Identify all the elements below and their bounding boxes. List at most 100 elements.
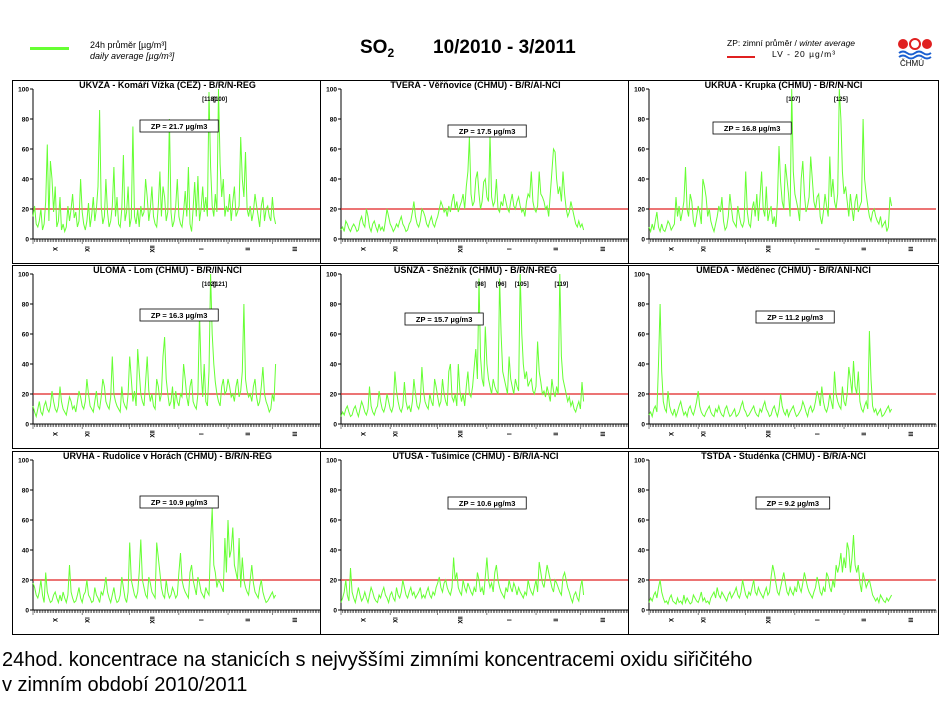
y-tick-label: 80 [638,488,646,495]
y-tick-label: 100 [18,272,29,279]
x-month-label: XII [458,430,464,438]
zp-box [404,312,484,326]
chart-svg: UKRUA - Krupka (ČHMÚ) - B/R/N-NCI 0 20 40 60… [628,80,939,264]
x-month-label: X [670,432,676,436]
chart-title: UTUSA - Tušimice (ČHMÚ) - B/R/IA-NCI [393,451,559,461]
x-month-label: XII [766,430,772,438]
chart-umeda: UMEDA - Měděnec (ČHMÚ) - B/R/ANI-NCI 0 20 4… [628,265,939,449]
clipped-value-label: [98] [475,282,486,288]
y-tick-label: 100 [634,458,645,465]
chart-svg: USNZA - Sněžník (ČHMÚ) - B/R/N-REG 0 20 40 6… [320,265,631,449]
x-month-label: III [601,246,607,251]
x-month-label: I [815,248,821,250]
x-month-label: X [362,247,368,251]
chart-utusa: UTUSA - Tušimice (ČHMÚ) - B/R/IA-NCI 0 20 4… [320,451,631,635]
y-tick-label: 80 [330,117,338,124]
chart-frame [628,80,939,264]
zp-box [139,308,219,322]
series-line [648,88,893,234]
title-main: SO [360,37,388,58]
y-tick-label: 100 [18,87,29,94]
x-month-label: X [670,618,676,622]
chart-tvera: TVERA - Věřňovice (ČHMÚ) - B/R/AI-NCI 0 20… [320,80,631,264]
clipped-value-label: [107] [786,97,800,103]
x-month-label: I [507,433,513,435]
x-month-label: II [246,618,252,622]
x-month-label: XI [701,617,707,623]
clipped-value-label: [121] [213,282,227,288]
title-subscript: 2 [387,46,395,60]
x-month-label: I [199,619,205,621]
chart-frame [628,265,939,449]
zp-annotation: ZP = 11.2 µg/m3 [767,313,823,322]
zp-annotation: ZP = 10.6 µg/m3 [459,499,516,508]
x-month-label: XI [701,431,707,437]
chart-title: USNZA - Sněžník (ČHMÚ) - B/R/N-REG [394,265,557,275]
y-tick-label: 100 [326,272,337,279]
x-month-label: III [909,246,915,251]
clipped-value-label: [105] [515,282,529,288]
clipped-value-label: [118] [202,97,216,103]
x-month-label: XI [85,617,91,623]
x-month-label: II [862,432,868,436]
y-tick-label: 40 [330,177,338,184]
x-month-label: I [815,619,821,621]
x-month-label: III [293,617,299,622]
legend-daily-average: 24h průměr [µg/m³] daily average [µg/m³] [30,38,230,68]
chart-tstda: TSTDA - Studénka (ČHMÚ) - B/R/A-NCI 0 20 40… [628,451,939,635]
y-tick-label: 0 [25,237,29,244]
zp-box [755,496,831,510]
chart-ukrua: UKRUA - Krupka (ČHMÚ) - B/R/N-NCI 0 20 40 60… [628,80,939,264]
chmu-logo-icon [898,38,932,60]
zp-box [712,121,792,135]
y-tick-label: 60 [638,518,646,525]
series-line [32,273,277,419]
chart-frame [628,451,939,635]
zp-annotation: ZP = 17.5 µg/m3 [459,127,516,136]
legend-winter-average: ZP: zimní průměr / winter average LV - 2… [727,38,897,68]
legend-daily-en: daily average [µg/m³] [90,51,175,61]
x-month-label: II [554,247,560,251]
logo-text: ČHMÚ [900,59,924,68]
y-tick-label: 40 [330,362,338,369]
series-line [340,557,585,605]
y-tick-label: 40 [330,548,338,555]
series-line [340,273,585,419]
legend-red-line [727,56,755,58]
y-tick-label: 80 [22,302,30,309]
chart-title: UMEDA - Měděnec (ČHMÚ) - B/R/ANI-NCI [696,265,871,275]
chart-frame [12,451,323,635]
x-month-label: XI [393,431,399,437]
x-month-label: X [54,618,60,622]
x-month-label: XI [393,617,399,623]
y-tick-label: 60 [22,332,30,339]
y-tick-label: 40 [22,362,30,369]
y-tick-label: 60 [638,332,646,339]
y-tick-label: 80 [638,302,646,309]
zp-annotation: ZP = 16.8 µg/m3 [724,124,781,133]
legend-winter-row: ZP: zimní průměr / winter average [727,38,855,48]
x-month-label: XII [150,430,156,438]
zp-annotation: ZP = 15.7 µg/m3 [416,315,473,324]
caption-line-1: 24hod. koncentrace na stanicích s nejvyš… [2,649,753,671]
y-tick-label: 100 [634,87,645,94]
y-tick-label: 100 [326,458,337,465]
x-month-label: I [199,248,205,250]
chart-frame [320,80,631,264]
x-month-label: III [601,617,607,622]
y-tick-label: 100 [326,87,337,94]
x-month-label: X [54,247,60,251]
x-month-label: III [909,431,915,436]
chmu-logo: ČHMÚ [895,38,935,72]
x-month-label: X [54,432,60,436]
x-month-label: III [909,617,915,622]
y-tick-label: 60 [330,147,338,154]
chart-svg: UTUSA - Tušimice (ČHMÚ) - B/R/IA-NCI 0 20 4… [320,451,631,635]
y-tick-label: 20 [22,207,30,214]
y-tick-label: 40 [638,362,646,369]
y-tick-label: 20 [22,392,30,399]
y-tick-label: 0 [641,608,645,615]
legend-green-line [30,47,69,50]
x-month-label: XII [766,245,772,253]
y-tick-label: 80 [330,488,338,495]
